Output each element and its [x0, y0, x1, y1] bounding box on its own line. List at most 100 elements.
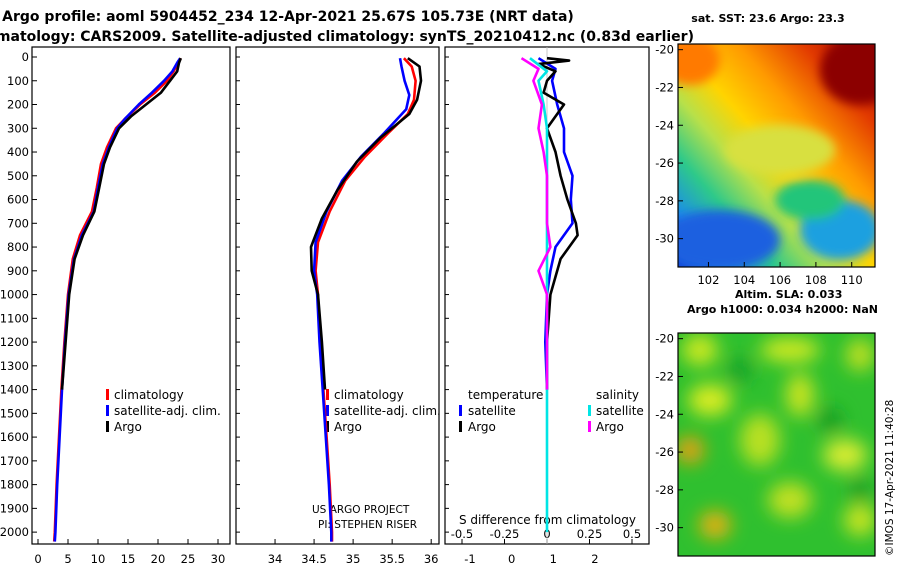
sst-lat-label: -24 — [655, 118, 674, 132]
legend-swatch-sal-satellite — [588, 405, 591, 416]
series-line-argo — [309, 57, 423, 390]
legend-label-climatology: climatology — [114, 388, 184, 402]
x-tick-label: 10 — [91, 552, 106, 566]
sst-lat-label: -20 — [655, 43, 674, 57]
legend-swatch-temp-argo — [459, 421, 462, 432]
depth-tick-label: 800 — [7, 240, 29, 254]
sst-map-title: sat. SST: 23.6 Argo: 23.3 — [691, 12, 844, 25]
series-line-salinity-argo — [520, 57, 552, 390]
sst-lon-label: 110 — [841, 273, 863, 287]
sst-lat-label: -28 — [655, 194, 674, 208]
sla-lat-label: -24 — [655, 407, 674, 421]
sst-map-image — [678, 44, 875, 267]
project-annotation: US ARGO PROJECT — [312, 504, 410, 516]
x-tick-label: 36 — [424, 552, 439, 566]
x-tick-label: 25 — [181, 552, 196, 566]
sst-lon-label: 104 — [733, 273, 755, 287]
depth-tick-label: 1500 — [0, 406, 29, 420]
legend-label-temp-satellite: satellite — [468, 404, 516, 418]
sla-map-title-line2: Argo h1000: 0.034 h2000: NaN — [687, 303, 878, 316]
temperature-panel-frame — [31, 46, 231, 545]
temperature-legend: climatology satellite-adj. clim. Argo — [106, 388, 221, 434]
legend-header-temperature: temperature — [468, 388, 543, 402]
sst-lat-label: -30 — [655, 232, 674, 246]
sst-lon-label: 102 — [697, 273, 719, 287]
salinity-panel-frame — [235, 46, 440, 545]
sla-lat-label: -30 — [655, 521, 674, 535]
sst-lat-label: -22 — [655, 80, 674, 94]
depth-tick-label: 1300 — [0, 359, 29, 373]
x-tick-label: 0.5 — [623, 527, 641, 541]
sst-map: sat. SST: 23.6 Argo: 23.3 — [677, 12, 876, 268]
depth-tick-label: 1200 — [0, 335, 29, 349]
series-line-temperature-argo — [537, 56, 579, 390]
legend-label-sal-satellite: satellite — [596, 404, 644, 418]
legend-swatch-temp-satellite — [459, 405, 462, 416]
x-tick-label: 20 — [151, 552, 166, 566]
x-tick-label-temp: -1 — [464, 552, 475, 566]
pi-annotation: PI: STEPHEN RISER — [318, 519, 417, 531]
sst-lat-label: -26 — [655, 156, 674, 170]
salinity-panel — [235, 46, 440, 545]
legend-header-salinity: salinity — [596, 388, 639, 402]
legend-swatch-climatology — [106, 389, 109, 400]
x-tick-label: 34.5 — [301, 552, 327, 566]
depth-tick-label: 1700 — [0, 454, 29, 468]
x-tick-label: 35.5 — [379, 552, 405, 566]
legend-label-argo: Argo — [114, 420, 142, 434]
series-line-satellite-adj-clim- — [312, 57, 411, 542]
legend-label-satellite: satellite-adj. clim. — [334, 404, 441, 418]
depth-tick-label: 1900 — [0, 501, 29, 515]
sla-map: Altim. SLA: 0.033 Argo h1000: 0.034 h200… — [677, 288, 878, 557]
legend-label-argo: Argo — [334, 420, 362, 434]
depth-tick-label: 400 — [7, 145, 29, 159]
x-tick-label: 15 — [121, 552, 136, 566]
x-tick-label: 35 — [346, 552, 361, 566]
sla-lat-label: -28 — [655, 483, 674, 497]
sla-lat-label: -20 — [655, 332, 674, 346]
temperature-panel — [31, 46, 231, 545]
legend-swatch-argo — [326, 421, 329, 432]
depth-tick-label: 1100 — [0, 311, 29, 325]
difference-legend: temperature salinity satellite Argo sate… — [459, 388, 644, 527]
imos-timestamp: ©IMOS 17-Apr-2021 11:40:28 — [884, 400, 896, 556]
sla-map-image — [678, 333, 875, 556]
figure-title-line2: Climatology: CARS2009. Satellite-adjuste… — [0, 29, 694, 45]
sst-lon-label: 108 — [805, 273, 827, 287]
depth-tick-label: 700 — [7, 216, 29, 230]
legend-label-temp-argo: Argo — [468, 420, 496, 434]
sla-map-title-line1: Altim. SLA: 0.033 — [735, 288, 842, 301]
depth-tick-label: 900 — [7, 264, 29, 278]
depth-tick-label: 600 — [7, 193, 29, 207]
legend-swatch-argo — [106, 421, 109, 432]
legend-swatch-climatology — [326, 389, 329, 400]
depth-tick-label: 300 — [7, 121, 29, 135]
x-tick-label-temp: 0 — [508, 552, 515, 566]
depth-tick-label: 1600 — [0, 430, 29, 444]
x-tick-label: -0.5 — [451, 527, 473, 541]
depth-tick-label: 1800 — [0, 478, 29, 492]
depth-tick-label: 100 — [7, 74, 29, 88]
x-tick-label: 30 — [211, 552, 226, 566]
legend-swatch-satellite — [106, 405, 109, 416]
figure-title-line1: Argo profile: aoml 5904452_234 12-Apr-20… — [2, 9, 574, 25]
sla-lat-label: -22 — [655, 369, 674, 383]
x-tick-label: -0.25 — [490, 527, 520, 541]
legend-swatch-satellite — [326, 405, 329, 416]
depth-tick-label: 500 — [7, 169, 29, 183]
x-tick-label: 5 — [64, 552, 71, 566]
x-tick-label: 0.25 — [577, 527, 603, 541]
depth-tick-label: 0 — [22, 50, 29, 64]
x-tick-label: 0 — [34, 552, 41, 566]
depth-tick-label: 1000 — [0, 288, 29, 302]
legend-label-satellite: satellite-adj. clim. — [114, 404, 221, 418]
depth-tick-label: 1400 — [0, 383, 29, 397]
x-tick-label-temp: 1 — [550, 552, 557, 566]
x-tick-label: 34 — [268, 552, 283, 566]
salinity-legend: climatology satellite-adj. clim. Argo US… — [312, 388, 441, 531]
depth-tick-label: 200 — [7, 98, 29, 112]
series-line-argo — [60, 57, 183, 390]
depth-tick-label: 2000 — [0, 525, 29, 539]
